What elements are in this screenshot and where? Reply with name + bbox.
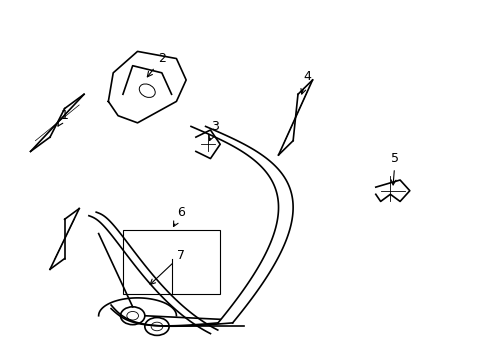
- Text: 4: 4: [300, 70, 311, 94]
- Text: 1: 1: [58, 109, 68, 126]
- Text: 2: 2: [147, 52, 165, 77]
- Text: 5: 5: [390, 152, 398, 185]
- Text: 6: 6: [173, 206, 185, 226]
- Text: 7: 7: [150, 249, 185, 284]
- Text: 3: 3: [209, 120, 219, 140]
